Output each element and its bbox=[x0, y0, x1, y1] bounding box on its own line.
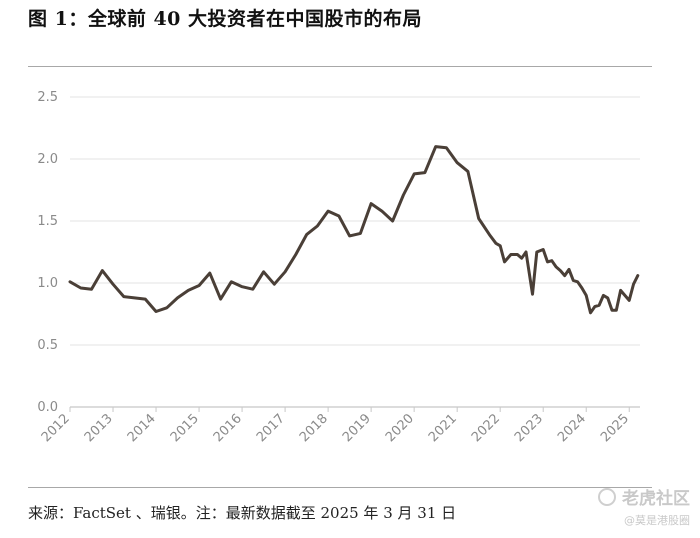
x-tick-label: 2019 bbox=[340, 411, 374, 445]
y-tick-label: 2.0 bbox=[37, 152, 58, 167]
y-axis-tick-labels: 0.0 0.5 1.0 1.5 2.0 2.5 bbox=[37, 90, 58, 415]
watermark-brand: 老虎社区 bbox=[622, 489, 690, 509]
series-line bbox=[68, 145, 640, 315]
line-chart: 0.00.51.01.52.02.5 2012 2013 2014 2015 2016 2… bbox=[37, 90, 640, 445]
x-tick-label: 2021 bbox=[426, 411, 460, 445]
x-tick-label: 2023 bbox=[512, 411, 546, 445]
y-tick-label: 1.5 bbox=[37, 214, 58, 229]
x-axis-tick-labels: 2012 2013 2014 2015 2016 2017 2018 2019 2020 2021… bbox=[39, 411, 632, 445]
watermark: 老虎社区 @莫是港股圈 bbox=[598, 484, 690, 528]
x-tick-label: 2022 bbox=[469, 411, 503, 445]
x-tick-label: 2025 bbox=[598, 411, 632, 445]
x-tick-label: 2012 bbox=[39, 411, 73, 445]
bottom-divider bbox=[28, 487, 652, 488]
grid-lines bbox=[70, 96, 640, 346]
x-tick-label: 2017 bbox=[254, 411, 288, 445]
series-lines bbox=[68, 145, 640, 315]
y-tick-label: 2.5 bbox=[37, 90, 58, 105]
figure-title: 图 1：全球前 40 大投资者在中国股市的布局 bbox=[28, 8, 423, 30]
x-tick-label: 2014 bbox=[125, 411, 159, 445]
y-tick-label: 0.0 bbox=[37, 400, 58, 415]
tiger-logo-icon bbox=[598, 487, 616, 506]
watermark-handle: @莫是港股圈 bbox=[624, 514, 690, 527]
x-tick-label: 2016 bbox=[211, 411, 245, 445]
x-axis bbox=[69, 406, 640, 412]
x-tick-label: 2018 bbox=[297, 411, 331, 445]
y-tick-label: 0.5 bbox=[37, 338, 58, 353]
x-tick-label: 2024 bbox=[555, 411, 589, 445]
x-tick-label: 2020 bbox=[383, 411, 417, 445]
x-tick-label: 2015 bbox=[168, 411, 202, 445]
x-tick-label: 2013 bbox=[82, 411, 116, 445]
source-note: 来源：FactSet 、瑞银。注：最新数据截至 2025 年 3 月 31 日 bbox=[28, 504, 457, 522]
y-tick-label: 1.0 bbox=[37, 276, 58, 291]
top-divider bbox=[28, 66, 652, 67]
